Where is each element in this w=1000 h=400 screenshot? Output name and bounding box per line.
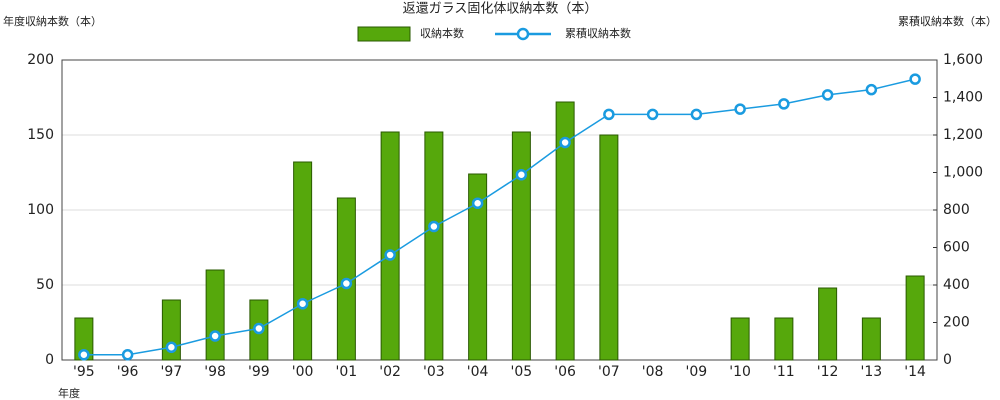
bar (380, 131, 400, 361)
x-axis-label: 年度 (58, 386, 80, 400)
x-tick-label: '04 (467, 364, 489, 380)
x-tick-label: '97 (161, 364, 183, 380)
x-tick-label: '10 (729, 364, 751, 380)
y-tick-label: 50 (36, 277, 54, 293)
y-tick-label: 200 (27, 52, 54, 68)
y-tick-label: 0 (45, 352, 54, 368)
legend-label: 収納本数 (420, 26, 464, 40)
y2-tick-label: 1,400 (943, 90, 983, 106)
x-tick-label: '05 (511, 364, 533, 380)
x-tick-label: '14 (904, 364, 926, 380)
line-marker (734, 103, 746, 115)
y2-tick-label: 800 (943, 202, 970, 218)
x-tick-label: '99 (248, 364, 270, 380)
line-marker (515, 169, 528, 181)
bar (511, 131, 531, 361)
bar (599, 134, 619, 361)
line-marker (471, 197, 484, 209)
x-tick-label: '96 (117, 364, 139, 380)
x-tick-label: '11 (773, 364, 795, 380)
x-tick-label: '98 (204, 364, 226, 380)
x-tick-label: '02 (379, 364, 401, 380)
legend-swatch (357, 26, 411, 42)
bar (555, 101, 575, 361)
bar (905, 275, 925, 361)
line-marker (165, 341, 178, 353)
y2-tick-label: 0 (943, 352, 952, 368)
x-tick-label: '01 (336, 364, 358, 380)
line-marker (690, 108, 703, 121)
y-tick-label: 150 (27, 127, 54, 143)
line-marker (428, 220, 440, 233)
bar (424, 131, 444, 361)
bar (730, 317, 750, 361)
line-marker (821, 89, 834, 101)
x-tick-label: '09 (686, 364, 708, 380)
x-tick-label: '12 (817, 364, 839, 380)
plot-frame (61, 59, 938, 361)
line-marker (865, 83, 878, 96)
line-marker (559, 136, 571, 149)
line-marker (209, 330, 221, 342)
line-marker (253, 322, 265, 335)
line-marker (778, 98, 790, 110)
bar (861, 317, 881, 361)
x-tick-label: '13 (861, 364, 883, 380)
line-marker (340, 277, 353, 290)
legend-label: 累積収納本数 (565, 26, 631, 40)
x-tick-label: '06 (554, 364, 576, 380)
y-axis-label: 年度収納本数（本） (3, 14, 102, 28)
y2-axis-label: 累積収納本数（本） (898, 14, 997, 28)
line-marker (296, 298, 309, 310)
y-tick-label: 100 (27, 202, 54, 218)
x-tick-label: '03 (423, 364, 445, 380)
x-tick-label: '07 (598, 364, 620, 380)
bar (818, 287, 838, 361)
bar (205, 269, 225, 361)
x-tick-label: '95 (73, 364, 95, 380)
x-tick-label: '08 (642, 364, 664, 380)
legend-swatch (516, 27, 530, 41)
line-marker (603, 108, 615, 121)
bar (293, 161, 313, 361)
chart-title: 返還ガラス固化体収納本数（本） (403, 2, 598, 17)
y2-tick-label: 600 (943, 240, 970, 256)
line-marker (121, 349, 134, 361)
x-tick-label: '00 (292, 364, 314, 380)
line-marker (646, 108, 659, 121)
y2-tick-label: 1,200 (943, 127, 983, 143)
line-marker (78, 349, 90, 361)
y2-tick-label: 1,600 (943, 52, 983, 68)
y2-tick-label: 200 (943, 315, 970, 331)
line (83, 78, 916, 356)
y2-tick-label: 400 (943, 277, 970, 293)
y2-tick-label: 1,000 (943, 165, 983, 181)
line-marker (909, 73, 921, 85)
line-marker (384, 249, 396, 261)
bar (774, 317, 794, 361)
bar (468, 173, 488, 361)
